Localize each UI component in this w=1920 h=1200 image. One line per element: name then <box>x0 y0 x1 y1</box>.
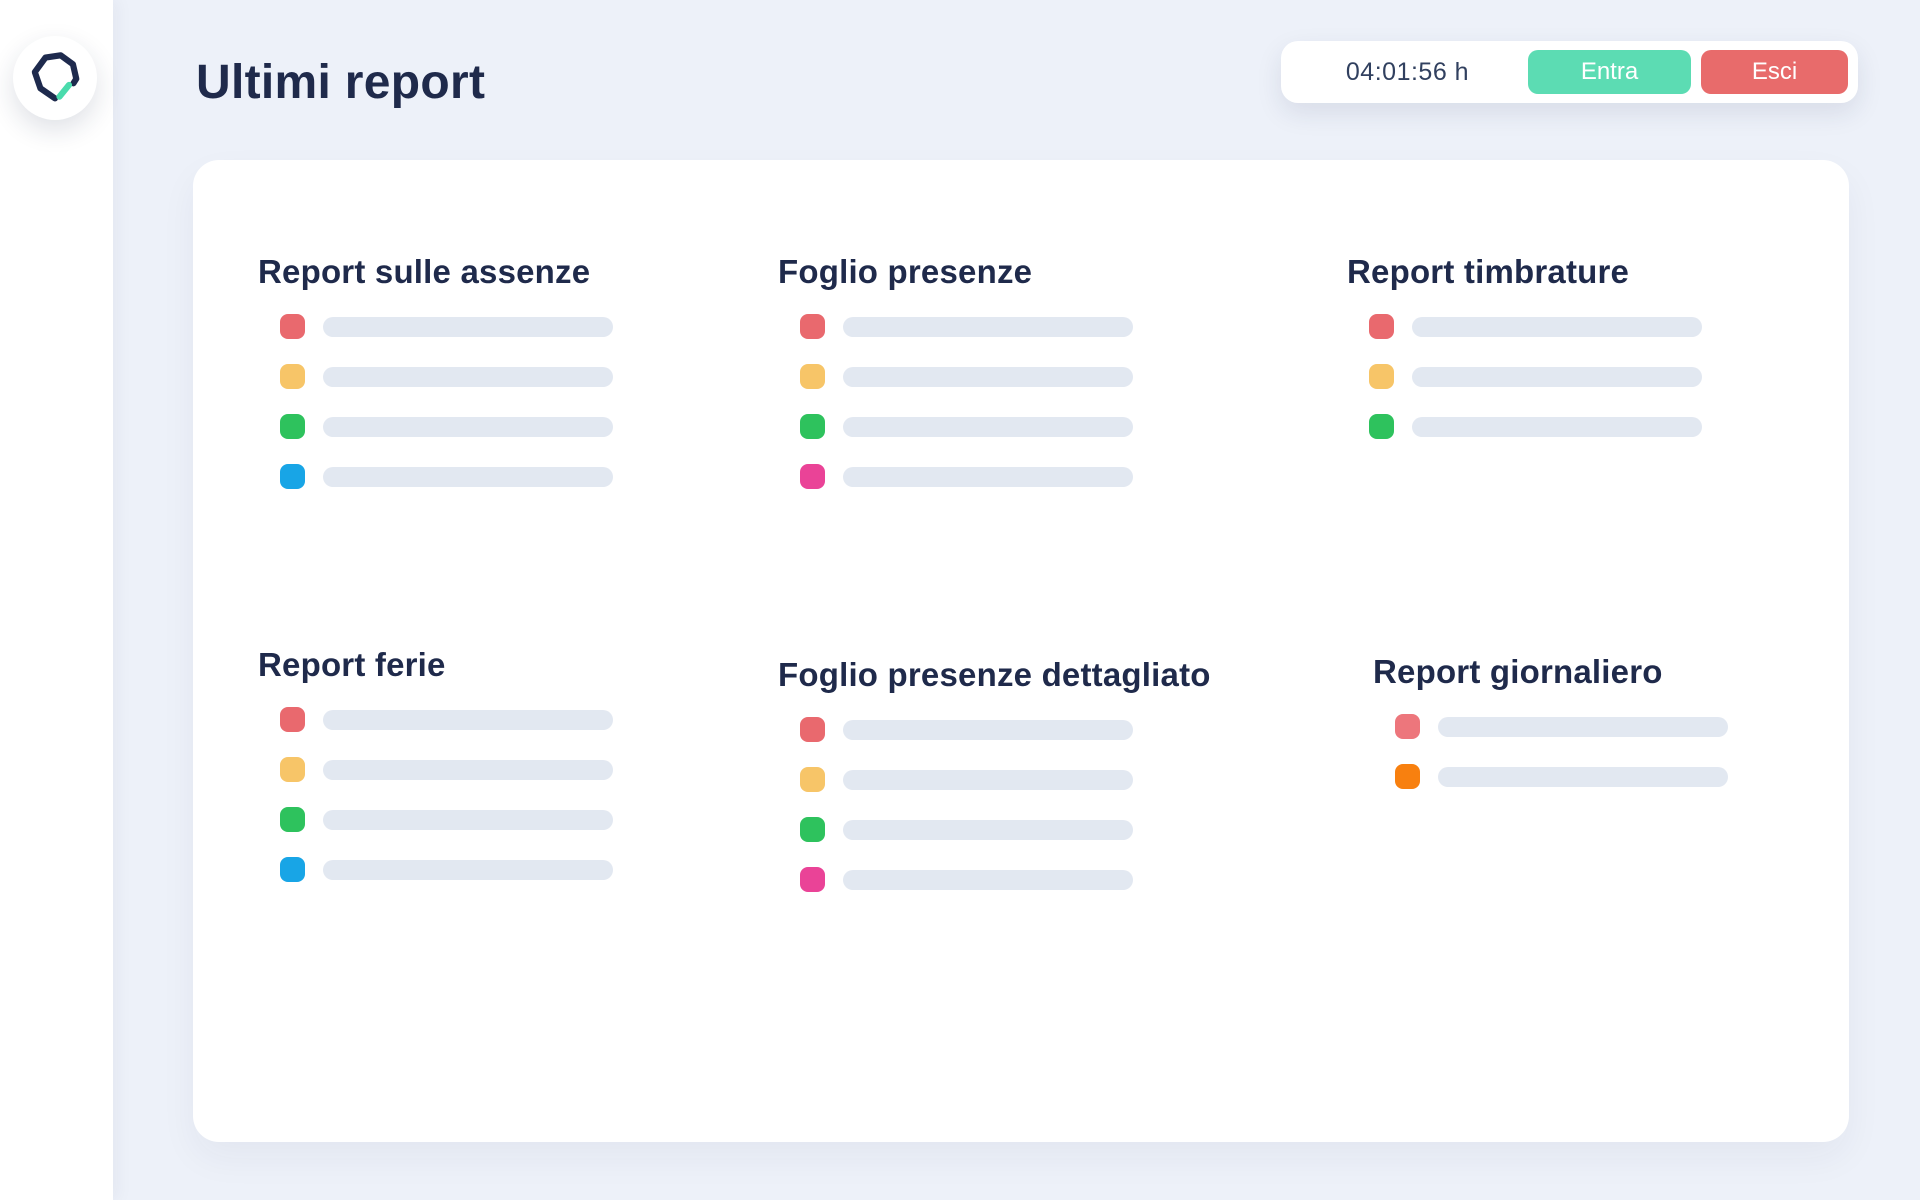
magenta-legend-dot <box>800 464 825 489</box>
app-logo[interactable] <box>13 36 97 120</box>
report-item-row <box>280 464 613 489</box>
green-legend-dot <box>280 807 305 832</box>
report-rows <box>800 717 1211 892</box>
report-item-row <box>800 717 1211 742</box>
report-card[interactable]: Report giornaliero <box>1373 652 1728 789</box>
report-card-title: Report giornaliero <box>1373 653 1663 690</box>
report-card-title: Report timbrature <box>1347 253 1630 290</box>
report-item-row <box>280 857 613 882</box>
report-item-row <box>280 757 613 782</box>
yellow-legend-dot <box>280 757 305 782</box>
placeholder-bar <box>1438 716 1728 737</box>
report-card[interactable]: Report timbrature <box>1347 252 1702 439</box>
report-item-row <box>1395 764 1728 789</box>
blue-legend-dot <box>280 857 305 882</box>
report-item-row <box>800 364 1133 389</box>
timer-display: 04:01:56 h <box>1345 57 1470 86</box>
time-tracker-panel: 04:01:56 h Entra Esci <box>1281 41 1858 103</box>
red-legend-dot <box>280 314 305 339</box>
placeholder-bar <box>323 366 613 387</box>
report-rows <box>280 707 613 882</box>
placeholder-bar <box>1438 766 1728 787</box>
report-item-row <box>280 314 613 339</box>
report-item-row <box>800 464 1133 489</box>
main-content: Ultimi report 04:01:56 h Entra Esci Repo… <box>113 0 1920 1200</box>
placeholder-bar <box>843 416 1133 437</box>
green-legend-dot <box>280 414 305 439</box>
clock-out-button[interactable]: Esci <box>1701 50 1848 94</box>
report-item-row <box>280 807 613 832</box>
placeholder-bar <box>1412 366 1702 387</box>
report-card[interactable]: Report ferie <box>258 645 613 882</box>
report-card-title: Foglio presenze dettagliato <box>778 656 1211 693</box>
placeholder-bar <box>323 316 613 337</box>
report-rows <box>280 314 613 489</box>
report-card[interactable]: Report sulle assenze <box>258 252 613 489</box>
placeholder-bar <box>843 769 1133 790</box>
report-card-title: Report sulle assenze <box>258 253 591 290</box>
placeholder-bar <box>1412 316 1702 337</box>
red-legend-dot <box>800 717 825 742</box>
placeholder-bar <box>323 709 613 730</box>
report-item-row <box>280 414 613 439</box>
page-title: Ultimi report <box>196 56 486 109</box>
report-item-row <box>1395 714 1728 739</box>
reports-panel: Report sulle assenze Foglio presenze Repor… <box>193 160 1849 1142</box>
clock-in-button[interactable]: Entra <box>1528 50 1691 94</box>
report-rows <box>1395 714 1728 789</box>
yellow-legend-dot <box>280 364 305 389</box>
report-item-row <box>280 707 613 732</box>
red-legend-dot <box>800 314 825 339</box>
report-item-row <box>800 817 1211 842</box>
sidebar <box>0 0 113 1200</box>
yellow-legend-dot <box>800 767 825 792</box>
placeholder-bar <box>323 759 613 780</box>
placeholder-bar <box>843 316 1133 337</box>
placeholder-bar <box>843 366 1133 387</box>
placeholder-bar <box>323 416 613 437</box>
placeholder-bar <box>843 819 1133 840</box>
placeholder-bar <box>843 869 1133 890</box>
report-card-title: Report ferie <box>258 646 446 683</box>
orange-legend-dot <box>1395 764 1420 789</box>
yellow-legend-dot <box>800 364 825 389</box>
red-legend-dot <box>1369 314 1394 339</box>
red-legend-dot <box>280 707 305 732</box>
placeholder-bar <box>843 719 1133 740</box>
report-rows <box>800 314 1133 489</box>
report-item-row <box>1369 314 1702 339</box>
report-item-row <box>1369 364 1702 389</box>
report-rows <box>1369 314 1702 439</box>
brand-logo-icon <box>27 48 83 109</box>
report-item-row <box>1369 414 1702 439</box>
green-legend-dot <box>800 414 825 439</box>
green-legend-dot <box>1369 414 1394 439</box>
blue-legend-dot <box>280 464 305 489</box>
placeholder-bar <box>323 809 613 830</box>
report-item-row <box>800 767 1211 792</box>
report-item-row <box>800 867 1211 892</box>
placeholder-bar <box>1412 416 1702 437</box>
placeholder-bar <box>323 466 613 487</box>
salmon-legend-dot <box>1395 714 1420 739</box>
report-item-row <box>800 314 1133 339</box>
report-card-title: Foglio presenze <box>778 253 1033 290</box>
green-legend-dot <box>800 817 825 842</box>
report-card[interactable]: Foglio presenze dettagliato <box>778 655 1211 892</box>
report-card[interactable]: Foglio presenze <box>778 252 1133 489</box>
yellow-legend-dot <box>1369 364 1394 389</box>
placeholder-bar <box>843 466 1133 487</box>
report-item-row <box>800 414 1133 439</box>
report-item-row <box>280 364 613 389</box>
magenta-legend-dot <box>800 867 825 892</box>
placeholder-bar <box>323 859 613 880</box>
